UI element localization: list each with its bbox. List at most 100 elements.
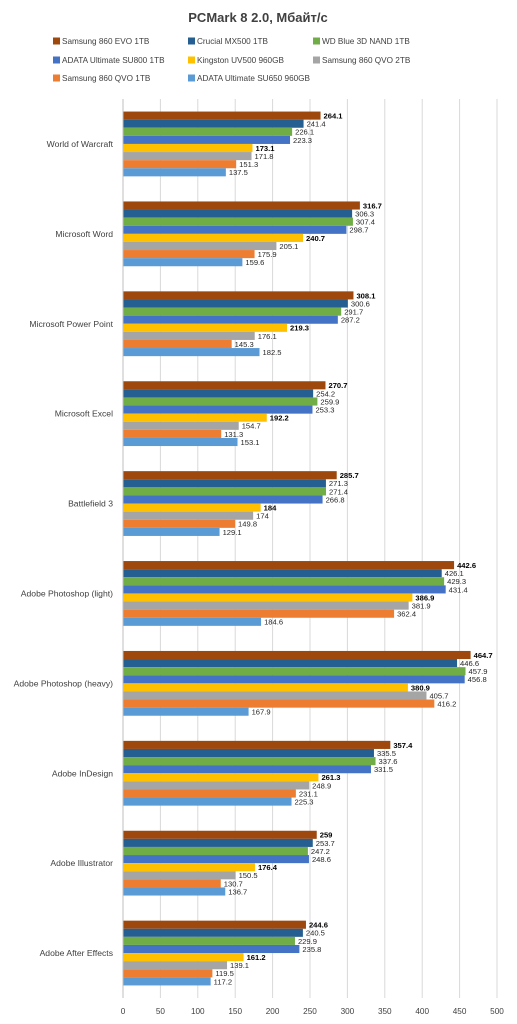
legend-label: Samsung 860 QVO 1TB — [62, 74, 151, 83]
x-tick-label-250: 250 — [303, 1007, 317, 1016]
category-label-world-of-warcraft: World of Warcraft — [47, 139, 114, 149]
data-label-microsoft-excel-kingston-uv500-960gb: 192.2 — [270, 414, 289, 423]
bar-battlefield-3-samsung-860-evo-1tb — [123, 471, 337, 480]
category-label-adobe-photoshop-light: Adobe Photoshop (light) — [21, 588, 113, 598]
data-label-microsoft-power-point-crucial-mx500-1tb: 300.6 — [351, 299, 370, 308]
data-label-adobe-indesign-samsung-860-qvo-2tb: 248.9 — [312, 781, 331, 790]
bar-microsoft-word-adata-ultimate-su650-960gb — [123, 258, 243, 267]
x-tick-label-100: 100 — [191, 1007, 205, 1016]
data-label-microsoft-power-point-wd-blue-3d-nand-1tb: 291.7 — [344, 307, 363, 316]
legend-swatch — [313, 37, 320, 45]
chart-title: PCMark 8 2.0, Мбайт/с — [188, 10, 327, 25]
data-label-adobe-photoshop-heavy-samsung-860-evo-1tb: 464.7 — [474, 651, 493, 660]
data-label-adobe-photoshop-heavy-wd-blue-3d-nand-1tb: 457.9 — [469, 667, 488, 676]
data-label-battlefield-3-samsung-860-qvo-2tb: 174 — [256, 512, 269, 521]
data-label-battlefield-3-adata-ultimate-su650-960gb: 129.1 — [223, 528, 242, 537]
bar-world-of-warcraft-crucial-mx500-1tb — [123, 119, 304, 128]
bar-battlefield-3-wd-blue-3d-nand-1tb — [123, 487, 327, 496]
bar-microsoft-power-point-adata-ultimate-su800-1tb — [123, 315, 338, 324]
data-label-adobe-indesign-samsung-860-qvo-1tb: 231.1 — [299, 789, 318, 798]
bar-world-of-warcraft-adata-ultimate-su650-960gb — [123, 168, 226, 177]
bar-microsoft-word-adata-ultimate-su800-1tb — [123, 225, 347, 234]
bar-microsoft-excel-wd-blue-3d-nand-1tb — [123, 397, 318, 406]
data-label-adobe-indesign-wd-blue-3d-nand-1tb: 337.6 — [379, 757, 398, 766]
data-label-adobe-photoshop-light-adata-ultimate-su650-960gb: 184.6 — [264, 618, 283, 627]
data-label-microsoft-power-point-samsung-860-qvo-2tb: 176.1 — [258, 332, 277, 341]
data-label-microsoft-word-wd-blue-3d-nand-1tb: 307.4 — [356, 218, 375, 227]
data-label-adobe-illustrator-wd-blue-3d-nand-1tb: 247.2 — [311, 847, 330, 856]
bar-microsoft-word-wd-blue-3d-nand-1tb — [123, 217, 353, 226]
data-label-world-of-warcraft-kingston-uv500-960gb: 173.1 — [255, 144, 275, 153]
bar-world-of-warcraft-kingston-uv500-960gb — [123, 143, 253, 153]
data-label-adobe-after-effects-crucial-mx500-1tb: 240.5 — [306, 929, 325, 938]
data-label-adobe-photoshop-heavy-adata-ultimate-su650-960gb: 167.9 — [252, 708, 271, 717]
bar-microsoft-word-samsung-860-qvo-1tb — [123, 250, 255, 259]
bar-microsoft-word-samsung-860-evo-1tb — [123, 201, 360, 210]
bar-adobe-photoshop-light-samsung-860-qvo-1tb — [123, 609, 395, 618]
data-label-adobe-photoshop-light-crucial-mx500-1tb: 426.1 — [445, 569, 464, 578]
bar-adobe-after-effects-adata-ultimate-su650-960gb — [123, 977, 211, 986]
x-tick-label-200: 200 — [266, 1007, 280, 1016]
x-tick-label-450: 450 — [453, 1007, 467, 1016]
data-label-adobe-after-effects-samsung-860-qvo-2tb: 139.1 — [230, 961, 249, 970]
bar-microsoft-power-point-wd-blue-3d-nand-1tb — [123, 307, 342, 316]
legend-item-wd-blue-3d-nand-1tb: WD Blue 3D NAND 1TB — [313, 37, 410, 46]
category-label-adobe-illustrator: Adobe Illustrator — [50, 858, 113, 868]
data-label-world-of-warcraft-samsung-860-qvo-1tb: 151.3 — [239, 160, 258, 169]
x-tick-label-500: 500 — [490, 1007, 504, 1016]
bar-world-of-warcraft-samsung-860-qvo-1tb — [123, 160, 237, 169]
bars — [123, 111, 471, 986]
bar-adobe-indesign-samsung-860-qvo-2tb — [123, 781, 310, 790]
bar-microsoft-power-point-adata-ultimate-su650-960gb — [123, 348, 260, 357]
category-labels: World of Warcraft Microsoft Word Microsoft… — [14, 139, 114, 958]
bar-adobe-illustrator-samsung-860-qvo-1tb — [123, 879, 221, 888]
data-label-microsoft-excel-wd-blue-3d-nand-1tb: 259.9 — [320, 397, 339, 406]
bar-adobe-photoshop-heavy-samsung-860-evo-1tb — [123, 650, 471, 660]
bar-microsoft-word-samsung-860-qvo-2tb — [123, 241, 277, 251]
bar-adobe-photoshop-light-wd-blue-3d-nand-1tb — [123, 577, 445, 586]
data-label-microsoft-power-point-adata-ultimate-su800-1tb: 287.2 — [341, 316, 360, 325]
data-label-battlefield-3-samsung-860-evo-1tb: 285.7 — [340, 471, 359, 480]
data-label-battlefield-3-crucial-mx500-1tb: 271.3 — [329, 479, 348, 488]
bar-adobe-photoshop-heavy-wd-blue-3d-nand-1tb — [123, 667, 466, 676]
bar-battlefield-3-adata-ultimate-su650-960gb — [123, 527, 220, 536]
legend-label: Crucial MX500 1TB — [197, 37, 269, 46]
data-label-adobe-indesign-samsung-860-evo-1tb: 357.4 — [393, 741, 413, 750]
x-tick-label-400: 400 — [415, 1007, 429, 1016]
data-label-battlefield-3-adata-ultimate-su800-1tb: 266.8 — [326, 495, 345, 504]
data-label-world-of-warcraft-wd-blue-3d-nand-1tb: 226.1 — [295, 128, 314, 137]
legend-label: ADATA Ultimate SU650 960GB — [197, 74, 311, 83]
data-label-adobe-after-effects-kingston-uv500-960gb: 161.2 — [247, 953, 266, 962]
data-label-microsoft-power-point-kingston-uv500-960gb: 219.3 — [290, 324, 309, 333]
bar-adobe-photoshop-heavy-crucial-mx500-1tb — [123, 659, 458, 668]
data-label-battlefield-3-wd-blue-3d-nand-1tb: 271.4 — [329, 487, 348, 496]
data-label-adobe-illustrator-adata-ultimate-su800-1tb: 248.6 — [312, 855, 331, 864]
bar-adobe-illustrator-crucial-mx500-1tb — [123, 838, 313, 847]
bar-microsoft-power-point-samsung-860-qvo-2tb — [123, 331, 255, 340]
bar-adobe-after-effects-samsung-860-evo-1tb — [123, 920, 306, 929]
bar-adobe-after-effects-samsung-860-qvo-2tb — [123, 961, 228, 970]
category-label-adobe-after-effects: Adobe After Effects — [40, 948, 113, 958]
data-label-adobe-photoshop-heavy-samsung-860-qvo-1tb: 416.2 — [437, 699, 456, 708]
x-tick-label-0: 0 — [121, 1007, 126, 1016]
data-label-adobe-photoshop-heavy-crucial-mx500-1tb: 446.6 — [460, 659, 479, 668]
bar-battlefield-3-crucial-mx500-1tb — [123, 479, 326, 488]
bar-microsoft-excel-kingston-uv500-960gb — [123, 413, 267, 422]
data-label-microsoft-word-adata-ultimate-su800-1tb: 298.7 — [349, 226, 368, 235]
bar-world-of-warcraft-wd-blue-3d-nand-1tb — [123, 127, 293, 136]
x-tick-label-50: 50 — [156, 1007, 166, 1016]
category-label-microsoft-word: Microsoft Word — [55, 229, 113, 239]
data-label-battlefield-3-kingston-uv500-960gb: 184 — [264, 503, 277, 512]
bar-adobe-illustrator-samsung-860-evo-1tb — [123, 830, 317, 839]
data-label-microsoft-word-crucial-mx500-1tb: 306.3 — [355, 209, 374, 218]
legend-swatch — [313, 56, 320, 64]
bar-adobe-photoshop-light-kingston-uv500-960gb — [123, 593, 413, 602]
bar-world-of-warcraft-samsung-860-qvo-2tb — [123, 152, 252, 161]
bar-adobe-indesign-wd-blue-3d-nand-1tb — [123, 757, 376, 766]
data-label-adobe-illustrator-samsung-860-qvo-1tb: 130.7 — [224, 879, 243, 888]
data-label-adobe-photoshop-heavy-kingston-uv500-960gb: 380.9 — [411, 683, 430, 692]
bar-adobe-indesign-crucial-mx500-1tb — [123, 748, 374, 758]
legend-swatch — [188, 74, 195, 82]
